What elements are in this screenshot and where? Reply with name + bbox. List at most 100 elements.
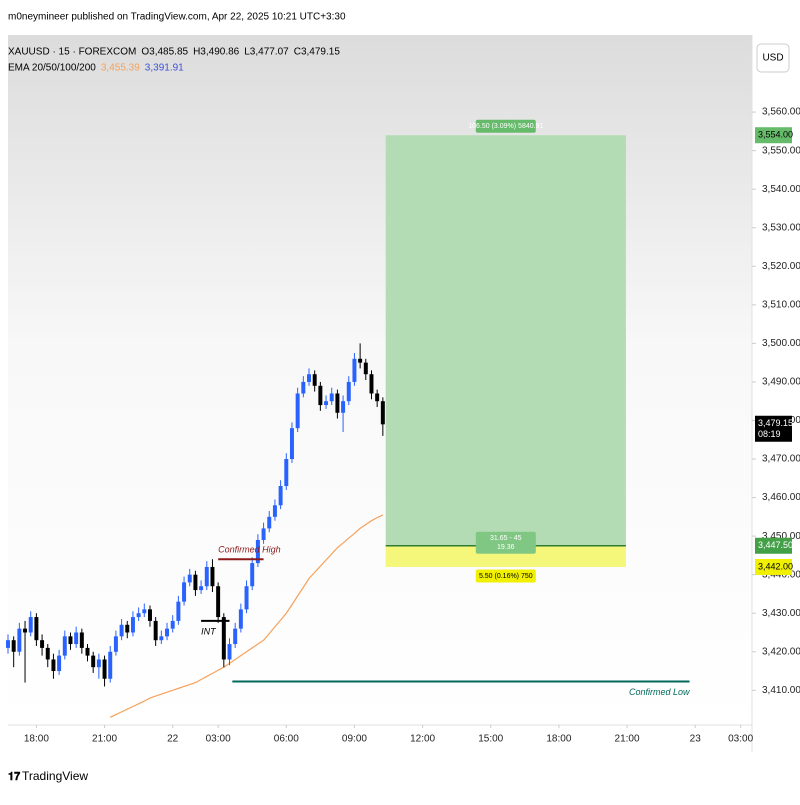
stop-zone: [385, 545, 626, 567]
candle-body: [284, 459, 289, 487]
x-tick-label: 23: [690, 734, 702, 745]
x-tick-label: 22: [167, 734, 179, 745]
price-label: 3,447.50: [758, 540, 793, 550]
candle-body: [136, 613, 141, 618]
candle-body: [216, 586, 221, 618]
candle-body: [11, 640, 16, 652]
level-label: Confirmed High: [218, 545, 281, 555]
candle-body: [307, 374, 311, 382]
candle-body: [272, 505, 277, 517]
candle-body: [17, 628, 22, 652]
candle-body: [45, 647, 50, 660]
candle-body: [278, 486, 283, 506]
legend-text: C3,479.15: [294, 47, 341, 58]
candle-body: [119, 624, 124, 637]
candle-body: [23, 628, 28, 633]
candle-body: [255, 539, 260, 564]
legend-text: H3,490.86: [193, 47, 240, 58]
candle-body: [289, 428, 294, 460]
y-tick-label: 3,460.00: [762, 492, 800, 503]
target-zone: [385, 135, 626, 546]
candle-body: [40, 640, 45, 648]
candle-body: [187, 574, 192, 583]
price-label-bg: [755, 537, 792, 554]
candle-body: [346, 381, 351, 402]
ema-line: [109, 514, 384, 718]
candle-body: [250, 563, 255, 587]
y-tick-label: 3,520.00: [762, 261, 800, 272]
y-tick-label: 3,500.00: [762, 338, 800, 349]
candle-body: [57, 655, 62, 672]
candle-body: [210, 566, 215, 587]
publisher: m0neymineer published on TradingView.com…: [8, 12, 346, 23]
y-tick-label: 3,410.00: [762, 685, 800, 696]
price-label-bg: [755, 558, 792, 575]
candle-body: [28, 617, 33, 633]
candle-body: [227, 644, 232, 660]
position-label-bg: [475, 531, 536, 554]
currency-button[interactable]: [756, 43, 790, 73]
position-label: 19.36: [497, 544, 515, 551]
x-tick-label: 21:00: [615, 734, 640, 745]
candle-body: [233, 628, 238, 645]
y-tick-label: 3,420.00: [762, 646, 800, 657]
position-label: 31.65 - 45: [490, 535, 522, 542]
position-label: 106.50 (3.09%) 5840.91: [468, 123, 543, 130]
legend-value: 3,391.91: [145, 63, 184, 74]
x-tick-label: 09:00: [342, 734, 367, 745]
candle-body: [91, 655, 96, 668]
price-label-sub: 08:19: [758, 429, 781, 439]
candle-body: [375, 393, 380, 402]
candle-body: [159, 636, 164, 641]
legend-value: 3,455.39: [101, 63, 140, 74]
y-tick-label: 3,550.00: [762, 145, 800, 156]
candle-body: [261, 528, 266, 540]
candle-body: [102, 659, 107, 679]
candle-body: [62, 636, 67, 656]
candle-body: [358, 358, 363, 363]
candle-body: [170, 620, 175, 629]
x-tick-label: 06:00: [274, 734, 299, 745]
candle-body: [301, 381, 306, 394]
level-label: Confirmed Low: [629, 687, 690, 697]
candle-body: [142, 609, 147, 614]
price-label-bg: [755, 127, 792, 144]
x-tick-label: 12:00: [410, 734, 435, 745]
candle-body: [244, 586, 249, 610]
footer-logo: TradingView: [22, 769, 88, 783]
candle-body: [193, 574, 198, 591]
position-label-bg: [475, 119, 536, 133]
candle-body: [238, 609, 243, 629]
candle-body: [34, 617, 39, 641]
x-tick-label: 18:00: [546, 734, 571, 745]
candle-body: [221, 617, 226, 660]
candle-body: [312, 374, 317, 386]
price-label: 3,442.00: [758, 561, 793, 571]
currency[interactable]: USD: [762, 53, 783, 64]
y-tick-label: 3,540.00: [762, 184, 800, 195]
legend: XAUUSD · 15 · FOREXCOM O3,485.85 H3,490.86…: [8, 47, 340, 74]
price-label: 3,554.00: [758, 130, 793, 140]
candle-body: [199, 586, 204, 591]
level-label: INT: [201, 626, 217, 636]
position-label: 5.50 (0.16%) 750: [479, 573, 533, 580]
y-tick-label: 3,530.00: [762, 222, 800, 233]
candle-body: [204, 566, 209, 587]
y-tick-label: 3,560.00: [762, 107, 800, 118]
x-tick-label: 15:00: [478, 734, 503, 745]
x-tick-label: 18:00: [24, 734, 49, 745]
candle-body: [147, 609, 152, 621]
candle-body: [130, 617, 135, 633]
candle-body: [79, 632, 84, 648]
candle-body: [318, 385, 323, 406]
legend-text: O3,485.85: [141, 47, 188, 58]
plot-bg: [8, 35, 752, 725]
candle-body: [329, 393, 334, 402]
candle-body: [96, 659, 101, 668]
candle-body: [335, 393, 340, 413]
candle-body: [176, 601, 181, 621]
candle-body: [165, 628, 170, 637]
candle-body: [74, 632, 79, 645]
